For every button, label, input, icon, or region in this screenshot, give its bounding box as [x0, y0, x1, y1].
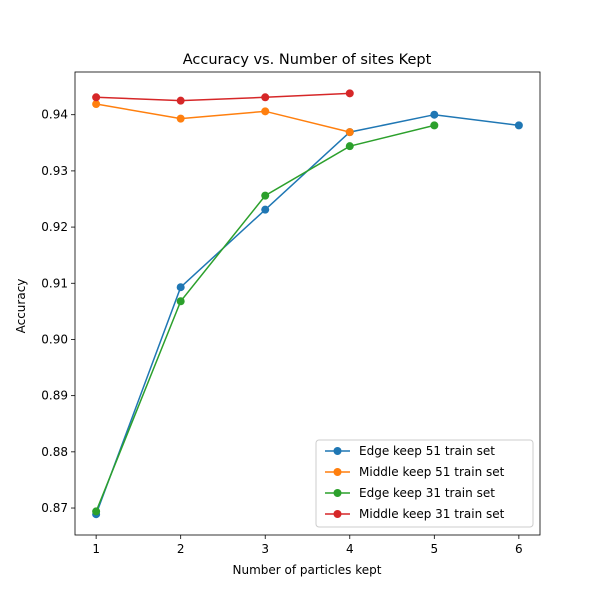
legend-label: Edge keep 31 train set: [359, 486, 495, 500]
y-tick-label: 0.90: [41, 332, 68, 346]
data-point: [345, 142, 354, 151]
data-point: [176, 114, 185, 123]
data-point: [430, 121, 439, 130]
data-point: [176, 297, 185, 306]
x-tick-label: 2: [177, 542, 185, 556]
x-tick-label: 3: [261, 542, 269, 556]
y-tick-label: 0.94: [41, 108, 68, 122]
chart-title: Accuracy vs. Number of sites Kept: [183, 52, 432, 68]
legend: Edge keep 51 train set Middle keep 51 tra…: [315, 439, 534, 528]
data-point: [176, 96, 185, 105]
y-tick-label: 0.89: [41, 389, 68, 403]
data-point: [176, 283, 185, 292]
data-point: [514, 121, 523, 130]
x-tick-label: 1: [92, 542, 100, 556]
y-tick-label: 0.87: [41, 501, 68, 515]
legend-marker: [333, 489, 342, 497]
data-point: [92, 93, 101, 102]
legend-marker: [333, 510, 342, 518]
y-tick-label: 0.93: [41, 164, 68, 178]
x-tick-label: 5: [430, 542, 438, 556]
plot-area: [92, 89, 523, 519]
legend-box: [315, 439, 534, 528]
legend-label: Edge keep 51 train set: [359, 444, 495, 458]
legend-label: Middle keep 31 train set: [359, 507, 505, 521]
data-point: [345, 128, 354, 137]
y-tick-label: 0.91: [41, 276, 68, 290]
legend-marker: [333, 468, 342, 476]
plot-frame: [74, 71, 541, 536]
y-tick-label: 0.92: [41, 220, 68, 234]
data-point: [261, 191, 270, 200]
data-point: [261, 205, 270, 214]
x-tick-label: 4: [346, 542, 354, 556]
x-axis-label: Number of particles kept: [233, 563, 382, 577]
y-tick-label: 0.88: [41, 445, 68, 459]
data-point: [92, 507, 101, 516]
data-point: [430, 110, 439, 119]
legend-label: Middle keep 51 train set: [359, 465, 505, 479]
series-line-2: [96, 103, 350, 133]
legend-marker: [333, 447, 342, 455]
data-point: [92, 100, 101, 109]
axes: 1 2 3 4 5 6 0.87 0.88 0.89 0.90 0.91 0.92 0.93 0.94: [41, 71, 541, 556]
data-point: [345, 89, 354, 98]
data-point: [261, 93, 270, 102]
y-axis-label: Accuracy: [14, 279, 28, 334]
data-point: [261, 107, 270, 116]
series-line-4: [96, 92, 350, 102]
x-tick-label: 6: [515, 542, 523, 556]
